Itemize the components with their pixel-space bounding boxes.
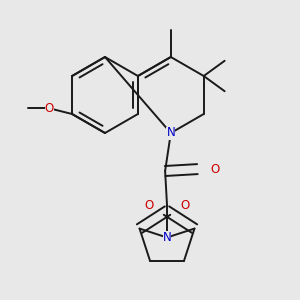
Text: O: O <box>211 163 220 176</box>
Text: N: N <box>167 127 175 140</box>
Text: N: N <box>163 231 171 244</box>
Text: O: O <box>45 102 54 115</box>
Text: O: O <box>180 199 189 212</box>
Text: O: O <box>145 199 154 212</box>
